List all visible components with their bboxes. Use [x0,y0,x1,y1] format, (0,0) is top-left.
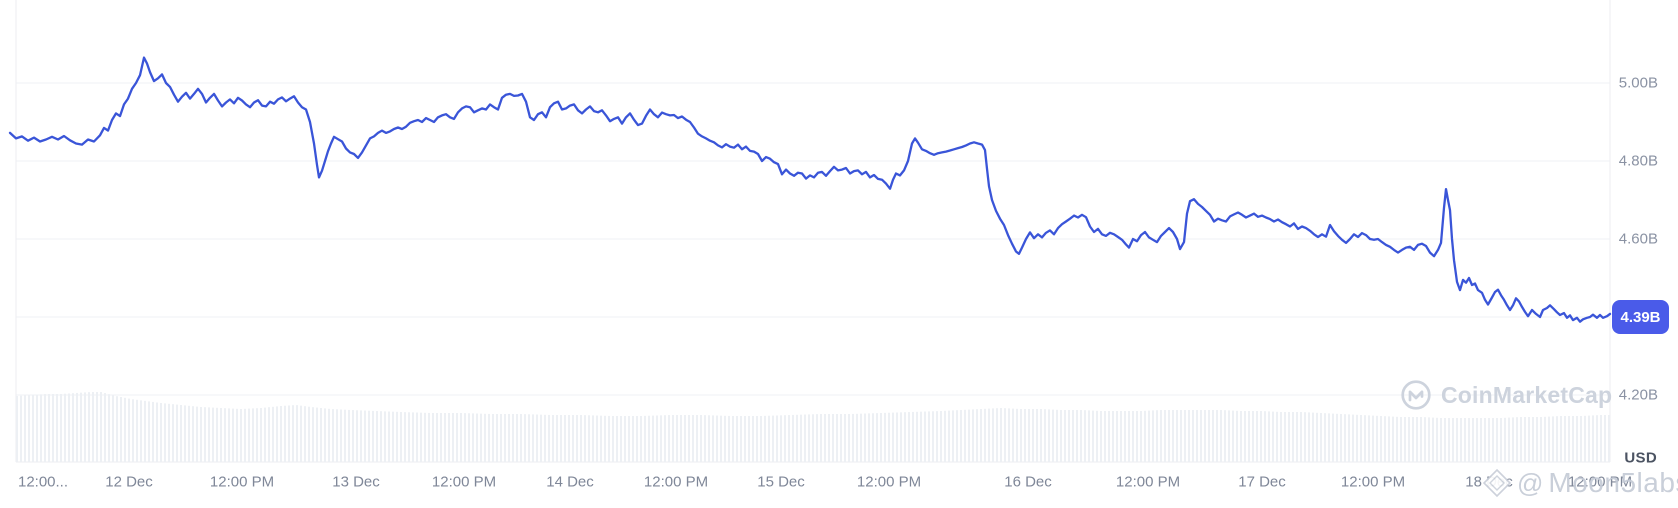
coinmarketcap-watermark: CoinMarketCap [1400,378,1612,412]
x-tick-label: 16 Dec [1004,473,1052,491]
moon5labs-watermark-text: Moon5labs [1548,467,1678,498]
y-tick-label: 5.00B [1618,74,1658,92]
x-tick-label: 14 Dec [546,473,594,491]
x-tick-label: 13 Dec [332,473,380,491]
x-tick-label: 17 Dec [1238,473,1286,491]
x-tick-label: 12:00 PM [209,473,275,491]
gridlines [15,0,1611,463]
moon5labs-watermark: @ Moon5labs [1482,466,1678,500]
coinmarketcap-logo-icon [1401,380,1431,410]
currency-unit-label: USD [1624,449,1657,467]
y-tick-label: 4.80B [1618,152,1658,170]
x-tick-label: 12:00 PM [1567,473,1633,491]
x-tick-label: 15 Dec [757,473,805,491]
diamond-icon [1482,468,1512,498]
volume-bars [16,392,1610,462]
moon5labs-at-sign: @ [1517,468,1544,498]
coinmarketcap-watermark-text: CoinMarketCap [1441,381,1613,408]
x-tick-label: 12:00 PM [1115,473,1181,491]
x-tick-label: 12:00 PM [643,473,709,491]
x-tick-label: 12:00 PM [1340,473,1406,491]
x-tick-label: 12:00... [17,473,69,491]
x-tick-label: 12:00 PM [431,473,497,491]
y-tick-label: 4.20B [1618,386,1658,404]
current-value-badge: 4.39B [1612,300,1669,334]
price-line [8,56,1612,323]
x-tick-label: 12 Dec [105,473,153,491]
y-tick-label: 4.60B [1618,230,1658,248]
x-tick-label: 12:00 PM [856,473,922,491]
